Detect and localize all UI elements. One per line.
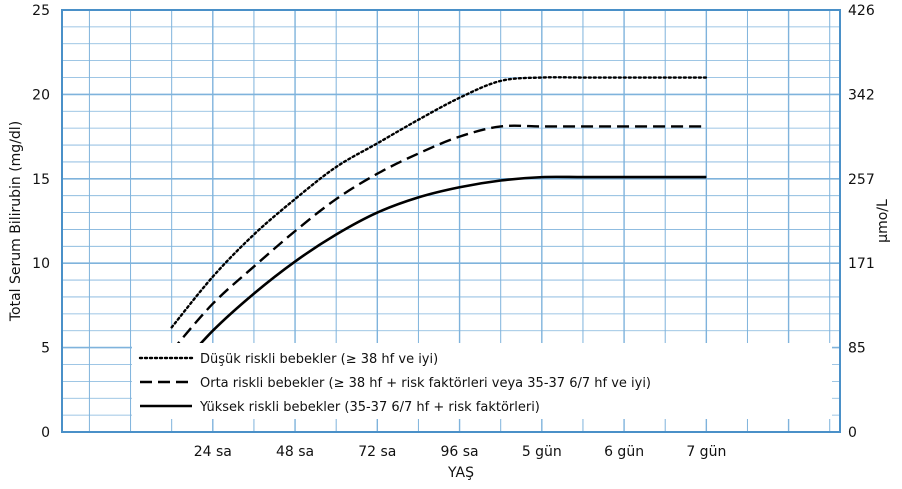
y-right-tick-label: 171: [848, 256, 875, 272]
y-right-tick-label: 342: [848, 87, 875, 103]
x-tick-label: 5 gün: [522, 444, 562, 460]
x-tick-label: 48 sa: [276, 444, 314, 460]
legend-label: Orta riskli bebekler (≥ 38 hf + risk fak…: [200, 376, 651, 391]
x-tick-label: 24 sa: [194, 444, 232, 460]
y-tick-label: 10: [32, 256, 50, 272]
y-right-tick-label: 0: [848, 425, 857, 441]
y-tick-label: 0: [41, 425, 50, 441]
x-axis-title: YAŞ: [447, 465, 474, 481]
x-tick-label: 6 gün: [604, 444, 644, 460]
plot-frame: [61, 9, 841, 433]
legend-label: Düşük riskli bebekler (≥ 38 hf ve iyi): [200, 352, 438, 367]
legend-label: Yüksek riskli bebekler (35-37 6/7 hf + r…: [199, 400, 540, 415]
series-line-dotted: [170, 76, 708, 329]
y-axis-title-left: Total Serum Bilirubin (mg/dl): [8, 121, 24, 322]
x-tick-label: 96 sa: [440, 444, 478, 460]
series-lines: [170, 76, 708, 378]
y-tick-label: 5: [41, 341, 50, 357]
y-axis-title-right: µmo/L: [875, 199, 891, 243]
y-right-tick-label: 257: [848, 172, 875, 188]
tick-labels: 0 5 10 15 20 25 0 85 171 257 342 426 24 sa 48 sa 72 sa…: [32, 3, 875, 460]
y-tick-label: 20: [32, 87, 50, 103]
x-tick-label: 72 sa: [358, 444, 396, 460]
legend-box: [132, 343, 832, 419]
y-tick-label: 15: [32, 172, 50, 188]
x-tick-label: 7 gün: [686, 444, 726, 460]
series-line-solid: [170, 175, 707, 378]
series-line-dashed: [170, 124, 707, 352]
legend: Düşük riskli bebekler (≥ 38 hf ve iyi) Or…: [132, 343, 832, 419]
y-right-tick-label: 426: [848, 3, 875, 19]
y-right-tick-label: 85: [848, 341, 866, 357]
y-tick-label: 25: [32, 3, 50, 19]
